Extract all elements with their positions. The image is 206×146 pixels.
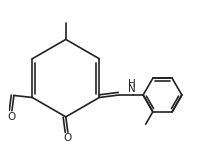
Text: N: N [128,84,135,94]
Text: H: H [128,79,135,89]
Text: O: O [63,133,72,143]
Text: O: O [8,112,16,122]
